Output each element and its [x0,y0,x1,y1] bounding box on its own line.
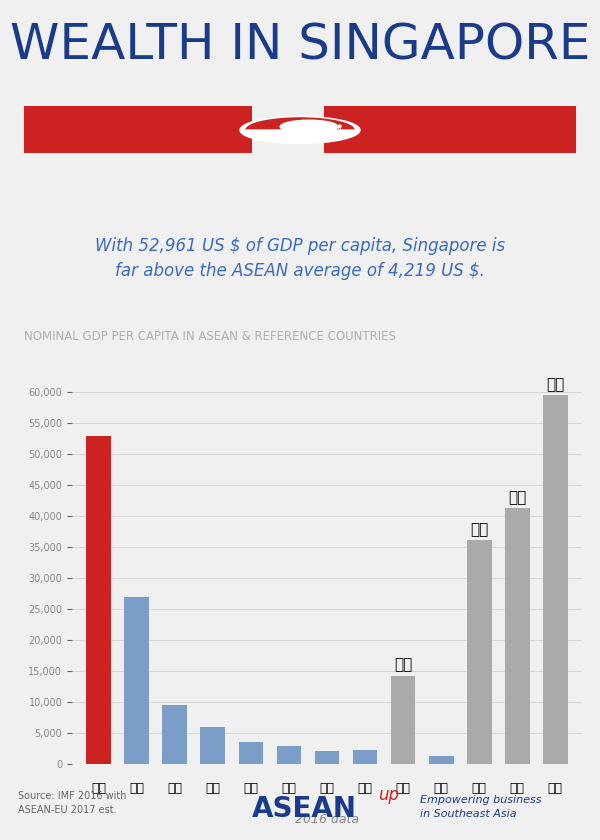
Text: 🇨🇳: 🇨🇳 [395,782,410,795]
Bar [429,757,454,764]
Text: 🇲🇾: 🇲🇾 [167,782,182,795]
Bar [277,746,301,764]
Text: NOMINAL GDP PER CAPITA IN ASEAN & REFERENCE COUNTRIES: NOMINAL GDP PER CAPITA IN ASEAN & REFERE… [23,329,395,343]
Wedge shape [246,130,354,142]
FancyBboxPatch shape [24,106,252,153]
Bar [505,508,530,764]
Bar [391,675,415,764]
Text: WEALTH IN SINGAPORE: WEALTH IN SINGAPORE [10,21,590,70]
Text: 🇯🇵: 🇯🇵 [510,782,525,795]
Text: 🇪🇺: 🇪🇺 [470,522,488,538]
Text: 🇯🇵: 🇯🇵 [508,491,526,506]
Bar [314,751,340,764]
Text: 🇨🇳: 🇨🇳 [394,658,412,673]
Text: With 52,961 US $ of GDP per capita, Singapore is
far above the ASEAN average of : With 52,961 US $ of GDP per capita, Sing… [95,237,505,281]
Bar [86,436,111,764]
Text: 2016 data: 2016 data [295,813,359,826]
Text: 🇮🇩: 🇮🇩 [244,782,259,795]
Bar [467,540,491,764]
Text: 🇲🇲: 🇲🇲 [434,782,449,795]
Text: Source: IMF 2016 with
ASEAN-EU 2017 est.: Source: IMF 2016 with ASEAN-EU 2017 est. [18,791,127,815]
Text: ASEAN: ASEAN [252,795,357,822]
Bar [353,750,377,764]
Text: up: up [378,785,399,804]
Text: 🇺🇸: 🇺🇸 [548,782,563,795]
FancyBboxPatch shape [324,106,576,153]
Text: Empowering business
in Southeast Asia: Empowering business in Southeast Asia [420,795,542,819]
Text: 🇸🇬: 🇸🇬 [91,782,106,795]
Text: 🇧🇳: 🇧🇳 [129,782,144,795]
Wedge shape [280,120,338,133]
Text: 🇹🇭: 🇹🇭 [205,782,220,795]
Bar [124,597,149,764]
Text: 🇪🇺: 🇪🇺 [472,782,487,795]
Bar [239,743,263,764]
Circle shape [240,117,360,144]
Text: 🇻🇳: 🇻🇳 [320,782,335,795]
Text: 🇱🇦: 🇱🇦 [358,782,373,795]
Bar [543,396,568,764]
Text: 🇵🇭: 🇵🇭 [281,782,296,795]
Bar [200,727,225,764]
Wedge shape [246,118,354,130]
Bar [163,706,187,764]
Text: 🇺🇸: 🇺🇸 [546,377,565,392]
